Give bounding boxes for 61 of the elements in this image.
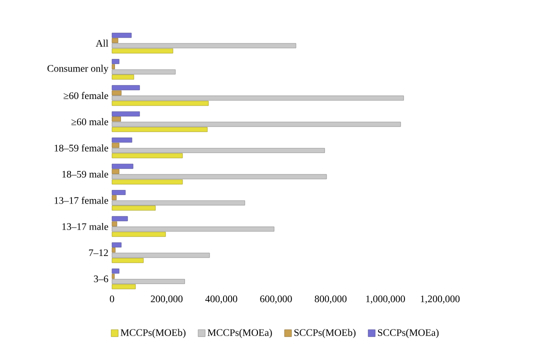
bar xyxy=(112,206,156,211)
bar xyxy=(112,164,134,169)
bar xyxy=(112,278,185,284)
bar xyxy=(112,190,126,195)
bar xyxy=(112,226,274,232)
y-tick-label: 3–6 xyxy=(94,276,108,282)
bar xyxy=(112,96,404,101)
y-tick-label: 7–12 xyxy=(89,249,108,256)
bar xyxy=(112,43,296,48)
bar xyxy=(112,153,183,158)
bar xyxy=(112,85,140,90)
bar xyxy=(112,174,327,180)
y-tick-label: ≥60 female xyxy=(64,92,108,100)
x-tick-label: 200,000 xyxy=(150,296,183,304)
bar xyxy=(112,142,120,148)
bar xyxy=(112,126,208,132)
bar xyxy=(112,111,140,116)
bar xyxy=(112,248,116,253)
legend-label: MCCPs(MOEb) xyxy=(120,328,186,338)
bar xyxy=(112,274,115,279)
y-tick-label: 18–59 male xyxy=(62,170,108,178)
bar xyxy=(112,252,210,258)
bar xyxy=(112,59,120,64)
bar xyxy=(112,64,115,70)
bar xyxy=(112,38,118,44)
x-tick-label: 0 xyxy=(110,296,114,302)
bar xyxy=(112,232,166,237)
bar xyxy=(112,138,132,143)
bar xyxy=(112,216,128,222)
bar xyxy=(112,148,325,153)
bar xyxy=(112,268,120,274)
bar xyxy=(112,69,176,74)
bar xyxy=(112,284,136,290)
bar xyxy=(112,90,122,96)
x-tick-label: 800,000 xyxy=(314,296,347,304)
bar xyxy=(112,242,122,248)
x-tick-label: 600,000 xyxy=(260,296,292,304)
bar xyxy=(112,100,209,106)
bar xyxy=(112,48,174,54)
y-tick-label: 13–17 female xyxy=(54,196,108,204)
x-tick-label: 400,000 xyxy=(205,296,238,304)
bar xyxy=(112,195,117,200)
legend-label: SCCPs(MOEa) xyxy=(378,328,439,338)
y-tick-label: Consumer only xyxy=(47,64,108,74)
legend-label: SCCPs(MOEb) xyxy=(294,328,356,338)
y-tick-label: 18–59 female xyxy=(54,144,108,152)
bar xyxy=(112,168,120,174)
bar xyxy=(112,258,144,263)
y-tick-label: ≥60 male xyxy=(71,118,108,126)
bar xyxy=(112,221,118,226)
y-tick-label: 13–17 male xyxy=(62,222,108,230)
bar xyxy=(112,122,401,127)
bar xyxy=(112,179,183,184)
y-tick-label: All xyxy=(96,40,108,47)
bar xyxy=(112,200,246,206)
bar xyxy=(112,32,132,38)
bar xyxy=(112,116,121,122)
legend-label: MCCPs(MOEa) xyxy=(208,328,272,338)
bar xyxy=(112,74,134,80)
x-tick-label: 1,000,000 xyxy=(366,296,405,304)
x-tick-label: 1,200,000 xyxy=(420,296,460,304)
